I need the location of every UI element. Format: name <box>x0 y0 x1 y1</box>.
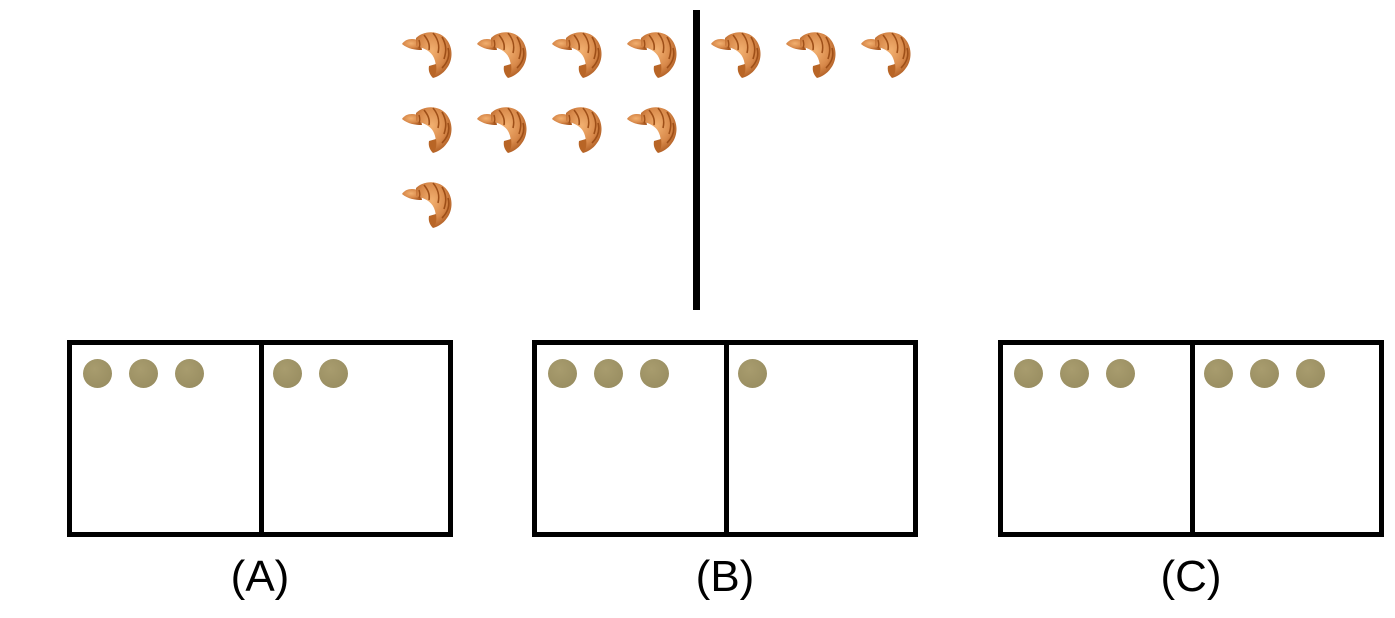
dot <box>640 359 669 388</box>
option-c[interactable]: (C) <box>998 340 1384 610</box>
option-a-box <box>67 340 453 537</box>
dot <box>129 359 158 388</box>
option-c-label: (C) <box>1160 552 1222 601</box>
dot <box>1014 359 1043 388</box>
dot <box>1296 359 1325 388</box>
dot <box>548 359 577 388</box>
option-b[interactable]: (B) <box>532 340 918 610</box>
option-b-label: (B) <box>695 552 755 601</box>
dot <box>738 359 767 388</box>
dot <box>273 359 302 388</box>
dot <box>1204 359 1233 388</box>
croissant-icon <box>550 28 606 80</box>
box-divider <box>259 345 264 532</box>
dot <box>594 359 623 388</box>
dot <box>83 359 112 388</box>
box-divider <box>1190 345 1195 532</box>
croissant-icon <box>475 28 531 80</box>
option-a[interactable]: (A) <box>67 340 453 610</box>
dot <box>1060 359 1089 388</box>
croissant-icon <box>859 28 915 80</box>
divider-line <box>693 10 700 310</box>
dot <box>1106 359 1135 388</box>
croissant-icon <box>400 178 456 230</box>
croissant-icon <box>625 28 681 80</box>
croissant-icon <box>625 103 681 155</box>
dot <box>175 359 204 388</box>
croissant-icon <box>400 103 456 155</box>
box-divider <box>724 345 729 532</box>
option-c-box <box>998 340 1384 537</box>
croissant-icon <box>784 28 840 80</box>
croissant-icon <box>709 28 765 80</box>
dot <box>319 359 348 388</box>
option-b-box <box>532 340 918 537</box>
dot <box>1250 359 1279 388</box>
option-a-label: (A) <box>230 552 290 601</box>
croissant-icon <box>400 28 456 80</box>
croissant-icon <box>475 103 531 155</box>
croissant-icon <box>550 103 606 155</box>
